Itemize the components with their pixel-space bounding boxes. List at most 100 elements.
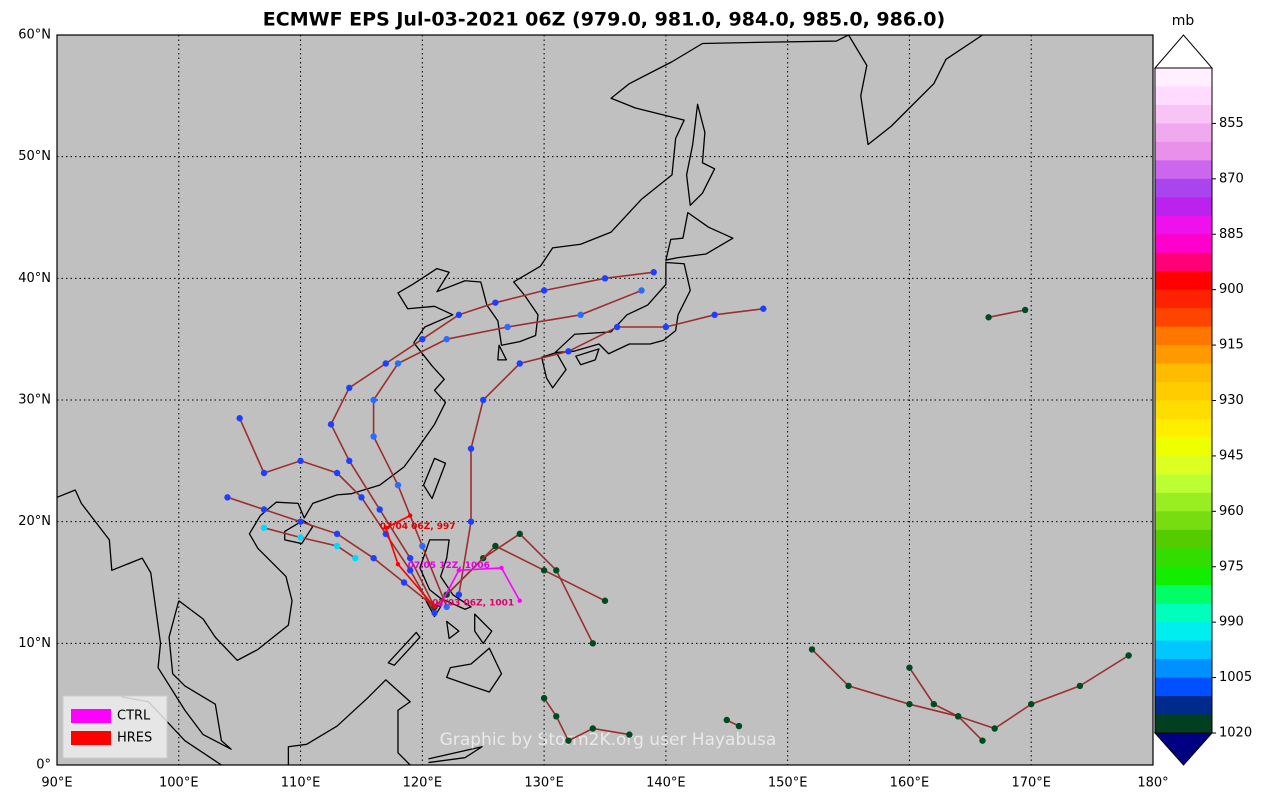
track-point (662, 323, 670, 331)
track-point (224, 494, 231, 501)
track-point (327, 421, 335, 428)
track-point (991, 725, 998, 732)
colorbar-bin (1155, 289, 1212, 309)
track-point (370, 433, 377, 440)
track-point (297, 534, 304, 541)
track-line (238, 417, 436, 614)
colorbar-bin (1155, 529, 1212, 549)
x-tick-label: 130°E (524, 776, 564, 791)
colorbar-bin (1155, 714, 1212, 734)
track-point (954, 713, 962, 720)
track-point (260, 524, 268, 531)
track-point (601, 275, 609, 282)
track-point (1028, 700, 1035, 708)
track-point (930, 700, 937, 708)
colorbar-tick-label: 990 (1219, 615, 1244, 630)
model-point (438, 602, 443, 607)
track-point (638, 287, 645, 294)
colorbar-bin (1155, 622, 1212, 642)
colorbar-tick-label: 1005 (1219, 670, 1252, 685)
colorbar-bin (1155, 437, 1212, 457)
track-point (492, 542, 499, 550)
colorbar-tick-label: 900 (1219, 282, 1244, 297)
track-point (565, 737, 572, 744)
legend-swatch (71, 731, 111, 745)
track-point (845, 682, 852, 690)
colorbar-bin (1155, 252, 1212, 272)
colorbar-tick-label: 975 (1219, 559, 1244, 574)
track-point (376, 506, 383, 513)
colorbar-bin (1155, 234, 1212, 254)
track-point (1076, 682, 1084, 690)
track-point (985, 314, 992, 321)
model-track (384, 514, 436, 608)
colorbar-bin (1155, 178, 1212, 198)
colorbar-bin (1155, 677, 1212, 697)
island (285, 104, 733, 692)
colorbar-label: mb (1172, 13, 1195, 29)
legend-label: HRES (117, 731, 152, 746)
track-line (908, 667, 984, 742)
track-point (760, 305, 767, 312)
model-point (383, 525, 388, 530)
y-tick-label: 60°N (18, 28, 51, 43)
colorbar-bin (1155, 141, 1212, 161)
track-point (613, 323, 621, 331)
model-point (432, 604, 437, 610)
x-tick-label: 140°E (646, 776, 686, 791)
map-background (57, 35, 1153, 765)
colorbar-tick-label: 870 (1219, 171, 1244, 186)
track-point (394, 481, 402, 489)
track-line (263, 527, 356, 559)
colorbar-bin (1155, 382, 1212, 401)
track-point (400, 579, 408, 586)
colorbar-bin (1155, 68, 1212, 87)
track-point (650, 269, 657, 276)
colorbar-bin (1155, 492, 1212, 512)
colorbar-tick-label: 915 (1219, 338, 1244, 353)
track-point (1021, 306, 1029, 314)
track-point (504, 323, 511, 331)
track-point (394, 360, 402, 367)
colorbar-bin (1155, 271, 1212, 291)
track-point (540, 567, 548, 574)
track-point (260, 469, 268, 477)
colorbar-tick-label: 1020 (1219, 726, 1252, 741)
track-point (577, 311, 584, 319)
x-tick-label: 180° (1137, 776, 1168, 791)
track-point (443, 335, 450, 343)
colorbar-bin (1155, 197, 1212, 217)
y-tick-label: 20°N (18, 514, 51, 529)
colorbar-bin (1155, 603, 1212, 623)
colorbar-tick-label: 930 (1219, 393, 1244, 408)
track-point (808, 646, 816, 653)
track-point (352, 554, 359, 562)
colorbar-bin (1155, 308, 1212, 328)
colorbar-bin (1155, 659, 1212, 679)
y-tick-label: 50°N (18, 149, 51, 164)
colorbar-extension (1153, 34, 1214, 69)
annotation: 07/04 06Z, 997 (380, 522, 456, 532)
colorbar-tick-label: 885 (1219, 227, 1244, 242)
model-point (517, 598, 522, 603)
track-point (540, 694, 548, 702)
track-point (480, 396, 487, 404)
colorbar-tick-label: 945 (1219, 448, 1244, 463)
model-point (407, 513, 413, 518)
track-point (346, 457, 353, 465)
colorbar-bin (1155, 548, 1212, 568)
track-point (455, 311, 463, 319)
track-point (516, 530, 523, 538)
track-point (370, 554, 377, 562)
track-point (467, 518, 475, 525)
annotation: 07/03 06Z, 1001 (432, 599, 514, 609)
y-tick-label: 10°N (18, 636, 51, 651)
x-tick-label: 150°E (768, 776, 808, 791)
colorbar-bin (1155, 418, 1212, 438)
track-point (589, 640, 597, 647)
coastline (179, 35, 849, 660)
legend-box (62, 695, 168, 759)
track-line (811, 648, 1130, 730)
coastline (849, 35, 983, 145)
x-tick-label: 160°E (890, 776, 930, 791)
